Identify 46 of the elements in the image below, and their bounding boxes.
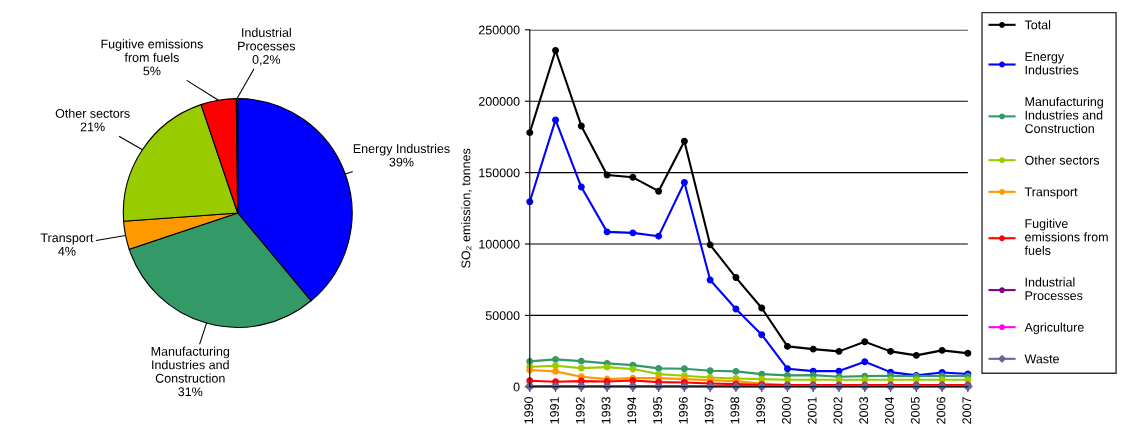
x-tick-label: 2000 bbox=[781, 397, 791, 424]
slice-label: Industrial Processes bbox=[238, 27, 296, 51]
legend-label: Industrial Processes bbox=[1025, 277, 1083, 301]
y-tick-label: 50000 bbox=[485, 311, 520, 321]
legend-label: Agriculture bbox=[1024, 322, 1084, 335]
slice-label: Transport bbox=[40, 233, 94, 245]
legend-label: Energy Industries bbox=[1025, 52, 1079, 75]
legend-label: Other sectors bbox=[1025, 155, 1100, 165]
x-tick-label: 1994 bbox=[627, 396, 637, 424]
x-tick-label: 1998 bbox=[730, 397, 740, 424]
data-label: 4% bbox=[58, 246, 76, 256]
data-label: 39% bbox=[389, 157, 414, 167]
data-label: 5% bbox=[143, 66, 161, 76]
legend-label: Total bbox=[1024, 20, 1051, 30]
x-tick-label: 1992 bbox=[575, 397, 585, 424]
x-tick-label: 2004 bbox=[885, 396, 894, 424]
legend-label: Manufacturing Industries and Construction bbox=[1025, 96, 1103, 134]
legend-label: Transport bbox=[1024, 187, 1078, 199]
y-tick-label: 0 bbox=[513, 382, 520, 392]
x-tick-label: 1997 bbox=[704, 397, 714, 424]
slice-label: Other sectors bbox=[55, 108, 130, 118]
slice-label: Fugitive emissions from fuels bbox=[101, 39, 203, 62]
legend-label: Fugitive emissions from fuels bbox=[1024, 218, 1108, 255]
x-tick-label: 1999 bbox=[756, 397, 766, 424]
x-tick-label: 1991 bbox=[550, 397, 559, 424]
y-tick-label: 150000 bbox=[479, 168, 520, 178]
y-tick-label: 200000 bbox=[478, 97, 520, 106]
x-tick-label: 1990 bbox=[524, 397, 534, 424]
y-tick-label: 250000 bbox=[478, 25, 520, 35]
x-tick-label: 2001 bbox=[807, 397, 817, 424]
y-tick-label: 100000 bbox=[479, 239, 520, 249]
x-tick-label: 2006 bbox=[936, 397, 946, 424]
data-label: 0,2% bbox=[252, 55, 281, 66]
x-tick-label: 2005 bbox=[910, 397, 920, 424]
x-tick-label: 2003 bbox=[859, 397, 869, 424]
data-label: 31% bbox=[178, 387, 203, 397]
x-tick-label: 1995 bbox=[653, 397, 662, 424]
x-tick-label: 1993 bbox=[601, 397, 611, 424]
x-tick-label: 2007 bbox=[962, 397, 972, 424]
data-label: 21% bbox=[80, 122, 105, 132]
y-axis-title: SO₂ emission, tonnes bbox=[461, 148, 472, 268]
slice-label: Energy Industries bbox=[353, 143, 450, 156]
x-tick-label: 2002 bbox=[833, 397, 843, 424]
slice-label: Manufacturing Industries and Construction bbox=[151, 346, 230, 383]
legend-label: Waste bbox=[1024, 354, 1059, 364]
x-tick-label: 1996 bbox=[678, 397, 688, 424]
